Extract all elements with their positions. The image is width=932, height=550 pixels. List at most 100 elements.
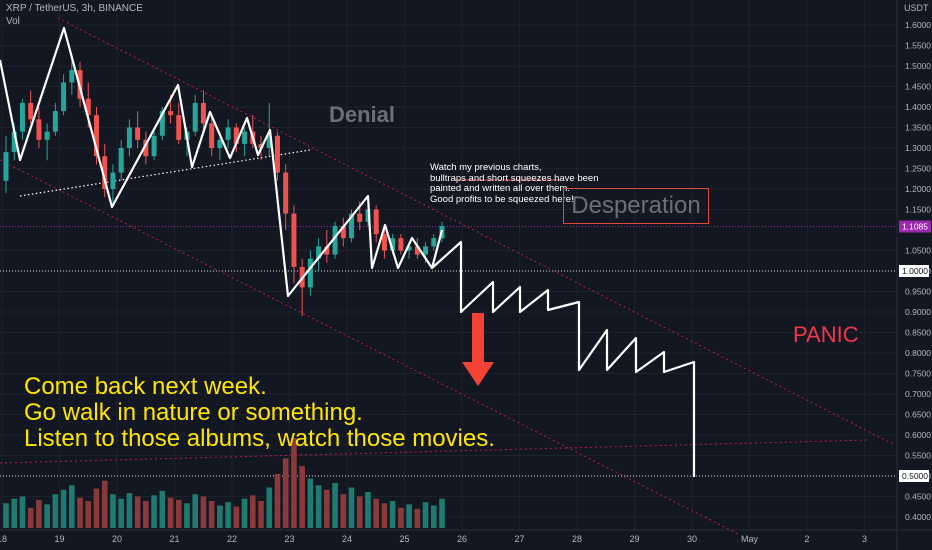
note-line: painted and written all over them. — [430, 183, 570, 194]
price-tick-label: 0.7000 — [905, 389, 931, 399]
desperation-box: Desperation — [563, 188, 709, 224]
volume-bar — [373, 498, 379, 528]
note-line: bulltraps and short squeezes have been — [430, 172, 599, 184]
volume-bar — [3, 503, 9, 528]
candle-body — [19, 102, 25, 132]
volume-bar — [27, 507, 34, 528]
candle-body — [291, 213, 297, 267]
candle-body — [85, 98, 91, 116]
candle-body — [423, 246, 429, 255]
price-tick-label: 0.9000 — [905, 307, 931, 317]
volume-bar — [208, 501, 215, 528]
volume-indicator-label: Vol — [6, 16, 20, 27]
candle-body — [258, 143, 264, 148]
candle-body — [143, 139, 149, 157]
volume-bar — [315, 485, 322, 528]
candle-body — [110, 172, 116, 189]
down-arrow-head — [462, 362, 494, 386]
volume-bar — [241, 498, 248, 528]
price-tick-label: 0.4000 — [905, 512, 931, 522]
volume-bar — [60, 489, 67, 528]
candle-body — [406, 246, 412, 251]
price-tick-label: 1.2000 — [905, 184, 931, 194]
message-line: Listen to those albums, watch those movi… — [24, 425, 495, 452]
level-tag — [899, 265, 929, 277]
volume-bar — [439, 498, 445, 528]
price-tick-label: 1.5500 — [905, 41, 931, 51]
volume-bar — [184, 503, 190, 528]
price-tick-label: 0.6500 — [905, 410, 931, 420]
volume-bar — [324, 489, 330, 528]
denial-label: Denial — [329, 102, 396, 127]
candle-body — [414, 246, 420, 255]
channel-upper — [57, 17, 896, 446]
zigzag-overlay — [0, 26, 444, 298]
time-tick-label: 18 — [0, 534, 7, 544]
volume-bar — [118, 498, 124, 528]
level-tag-label: 0.5000 — [902, 471, 928, 481]
volume-bar — [93, 488, 100, 528]
time-tick-label: 3 — [862, 534, 867, 544]
message-line: Come back next week. — [24, 373, 267, 400]
price-tick-label: 1.4500 — [905, 82, 931, 92]
price-tick-label: 0.8000 — [905, 348, 931, 358]
volume-bar — [340, 494, 347, 528]
time-tick-label: 30 — [687, 534, 697, 544]
candle-body — [44, 131, 50, 140]
price-tick-label: 0.5500 — [905, 451, 931, 461]
time-tick-label: 29 — [629, 534, 639, 544]
candle-body — [126, 127, 132, 148]
time-tick-label: May — [741, 534, 759, 544]
time-tick-label: 23 — [284, 534, 294, 544]
chart-grid — [0, 0, 897, 530]
candle-body — [176, 115, 182, 140]
volume-bar — [44, 504, 50, 528]
candle-body — [209, 123, 215, 148]
candle-body — [349, 213, 355, 239]
candle-body — [200, 102, 206, 124]
volume-bar — [69, 485, 75, 528]
candle-body — [217, 139, 223, 148]
volume-bar — [110, 494, 116, 528]
volume-bar — [217, 505, 223, 528]
price-tick-label: 0.9500 — [905, 287, 931, 297]
candle-body — [365, 209, 371, 222]
level-tag-label: 1.0000 — [902, 266, 928, 276]
volume-bar — [151, 495, 157, 528]
candle-body — [373, 209, 379, 235]
price-tick-label: 1.6000 — [905, 20, 931, 30]
volume-bar — [175, 499, 182, 528]
volume-bar — [134, 496, 141, 528]
channel-lines — [0, 17, 896, 536]
volume-bar — [414, 508, 421, 528]
candle-body — [381, 234, 387, 251]
candle-body — [357, 213, 363, 222]
volume-bar — [200, 496, 207, 528]
current-price-tag — [899, 220, 931, 233]
message-line: Go walk in nature or something. — [24, 399, 363, 426]
candle-body — [266, 135, 272, 148]
symbol-title: XRP / TetherUS, 3h, BINANCE — [6, 3, 143, 14]
price-tick-label: 1.2500 — [905, 164, 931, 174]
level-tag — [899, 470, 929, 482]
time-tick-label: 22 — [227, 534, 237, 544]
time-tick-label: 20 — [112, 534, 122, 544]
candle-body — [11, 131, 17, 153]
candle-body — [307, 258, 313, 288]
candle-body — [340, 225, 346, 239]
candle-body — [61, 82, 67, 112]
volume-bar — [348, 487, 355, 528]
volume-bars — [3, 438, 445, 528]
candle-body — [36, 119, 42, 140]
note-text: Watch my previous charts, bulltraps and … — [430, 162, 599, 205]
volume-bar — [143, 501, 149, 528]
candle-body — [225, 127, 231, 140]
panic-label: PANIC — [793, 322, 859, 347]
candle-body — [151, 135, 157, 157]
volume-bar — [167, 497, 174, 528]
volume-bar — [307, 478, 314, 528]
price-tick-label: 1.4000 — [905, 102, 931, 112]
zigzag-line — [0, 26, 444, 298]
